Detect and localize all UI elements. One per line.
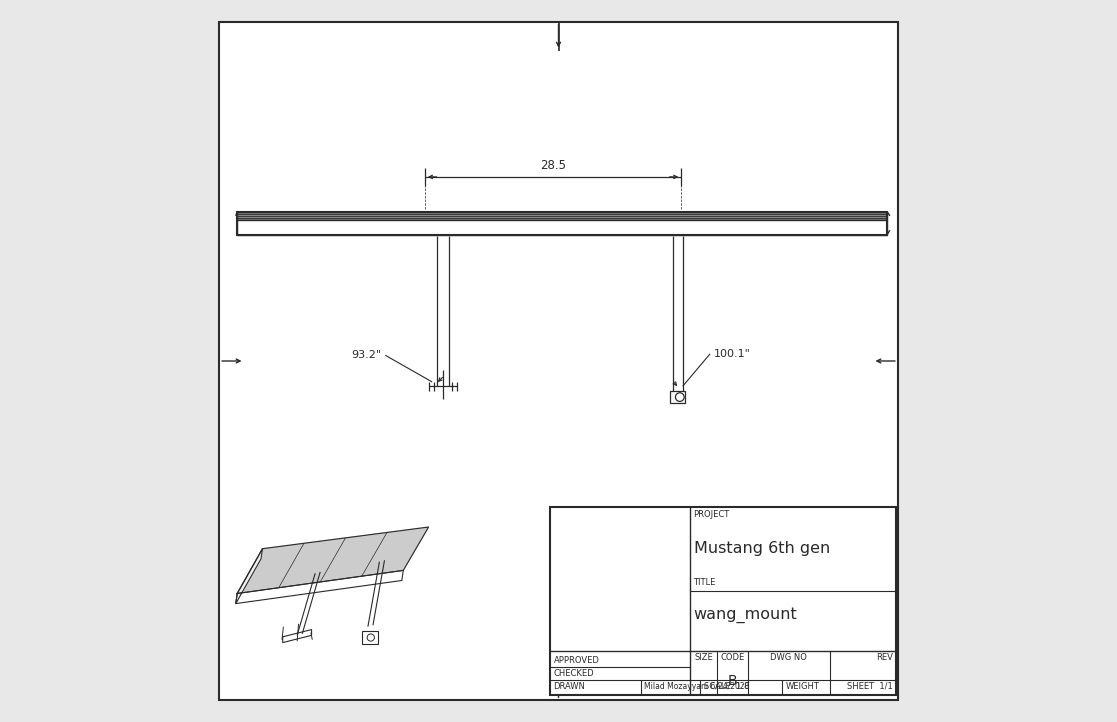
Text: APPROVED: APPROVED bbox=[553, 656, 600, 665]
Text: 93.2": 93.2" bbox=[352, 350, 382, 360]
Bar bbox=[237, 220, 887, 235]
Text: PROJECT: PROJECT bbox=[694, 510, 729, 519]
Text: wang_mount: wang_mount bbox=[694, 607, 798, 623]
Bar bbox=[550, 507, 897, 695]
Polygon shape bbox=[237, 527, 429, 593]
Text: Milad Mozayyani 6/24/2020: Milad Mozayyani 6/24/2020 bbox=[645, 682, 750, 691]
Text: REV: REV bbox=[876, 653, 892, 662]
Polygon shape bbox=[236, 549, 262, 604]
Text: CHECKED: CHECKED bbox=[553, 669, 594, 679]
Bar bbox=[362, 631, 378, 644]
Text: 28.5: 28.5 bbox=[541, 159, 566, 172]
Bar bbox=[237, 212, 887, 235]
Text: WEIGHT: WEIGHT bbox=[786, 682, 820, 691]
Text: Mustang 6th gen: Mustang 6th gen bbox=[694, 542, 830, 556]
Polygon shape bbox=[236, 570, 403, 604]
Text: TITLE: TITLE bbox=[694, 578, 716, 587]
Text: SCALE  1:8: SCALE 1:8 bbox=[704, 682, 750, 691]
Bar bbox=[237, 212, 887, 220]
Text: CODE: CODE bbox=[720, 653, 745, 662]
Text: B: B bbox=[727, 674, 737, 687]
Text: DRAWN: DRAWN bbox=[553, 682, 585, 691]
Text: SIZE: SIZE bbox=[695, 653, 714, 662]
Text: DWG NO: DWG NO bbox=[771, 653, 808, 662]
Text: SHEET  1/1: SHEET 1/1 bbox=[847, 682, 892, 691]
Text: 100.1": 100.1" bbox=[714, 349, 751, 359]
Bar bbox=[670, 391, 685, 403]
